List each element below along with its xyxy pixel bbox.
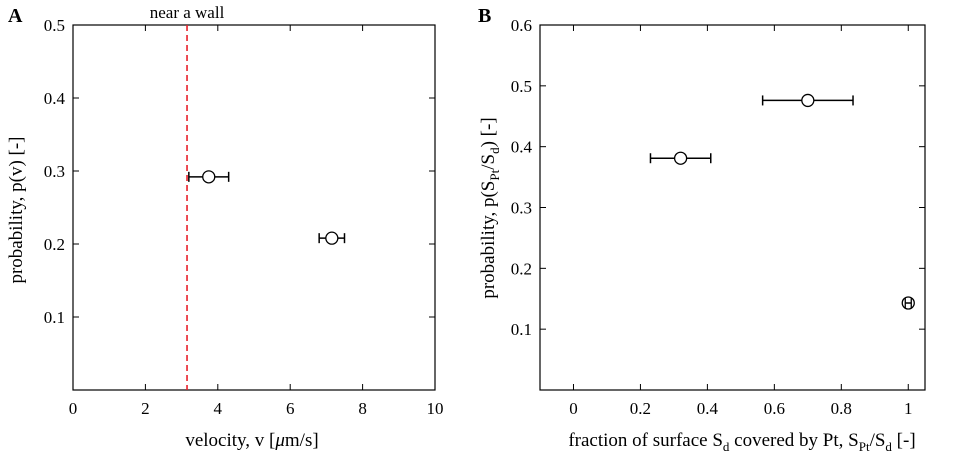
y-tick-label-a-2: 0.3 (44, 162, 65, 181)
x-tick-label-a-4: 8 (358, 399, 367, 418)
panel-a-label: A (8, 5, 23, 27)
y-tick-label-b-1: 0.2 (511, 259, 532, 278)
x-tick-label-a-0: 0 (69, 399, 78, 418)
y-tick-label-b-0: 0.1 (511, 320, 532, 339)
x-tick-label-a-3: 6 (286, 399, 295, 418)
plot-frame-b (539, 24, 926, 391)
plot-frame-a (72, 24, 436, 391)
panel-b-ylabel: probability, p(SPt/Sd) [-] (478, 117, 502, 298)
panel-a-xlabel: velocity, v [μm/s] (185, 430, 318, 451)
data-point-a-1 (325, 231, 339, 245)
x-tick-label-b-4: 0.8 (831, 399, 852, 418)
x-tick-label-b-2: 0.4 (697, 399, 719, 418)
x-tick-label-b-1: 0.2 (630, 399, 651, 418)
y-tick-label-b-5: 0.6 (511, 16, 532, 35)
x-tick-label-b-0: 0 (569, 399, 578, 418)
y-tick-label-a-0: 0.1 (44, 308, 65, 327)
panel-b-xlabel: fraction of surface Sd covered by Pt, SP… (568, 430, 915, 454)
y-tick-label-a-3: 0.4 (44, 89, 66, 108)
data-point-a-0 (202, 170, 216, 184)
data-point-b-1 (801, 93, 815, 108)
x-tick-label-b-3: 0.6 (764, 399, 785, 418)
y-tick-label-b-2: 0.3 (511, 199, 532, 218)
x-tick-label-a-5: 10 (427, 399, 444, 418)
panel-b-label: B (478, 5, 491, 27)
near-wall-annotation: near a wall (150, 3, 225, 22)
x-tick-label-b-5: 1 (904, 399, 913, 418)
y-tick-label-a-4: 0.5 (44, 16, 65, 35)
panel-a-ylabel: probability, p(v) [-] (6, 136, 27, 283)
data-point-b-2 (901, 296, 915, 310)
x-tick-label-a-1: 2 (141, 399, 150, 418)
chart-panel-b: B probability, p(SPt/Sd) [-] fraction of… (478, 5, 926, 454)
x-tick-label-a-2: 4 (214, 399, 223, 418)
data-point-b-0 (673, 151, 688, 165)
y-tick-label-a-1: 0.2 (44, 235, 65, 254)
y-tick-label-b-4: 0.5 (511, 77, 532, 96)
chart-panel-a: A probability, p(v) [-] velocity, v [μm/… (6, 3, 444, 451)
y-tick-label-b-3: 0.4 (511, 138, 533, 157)
